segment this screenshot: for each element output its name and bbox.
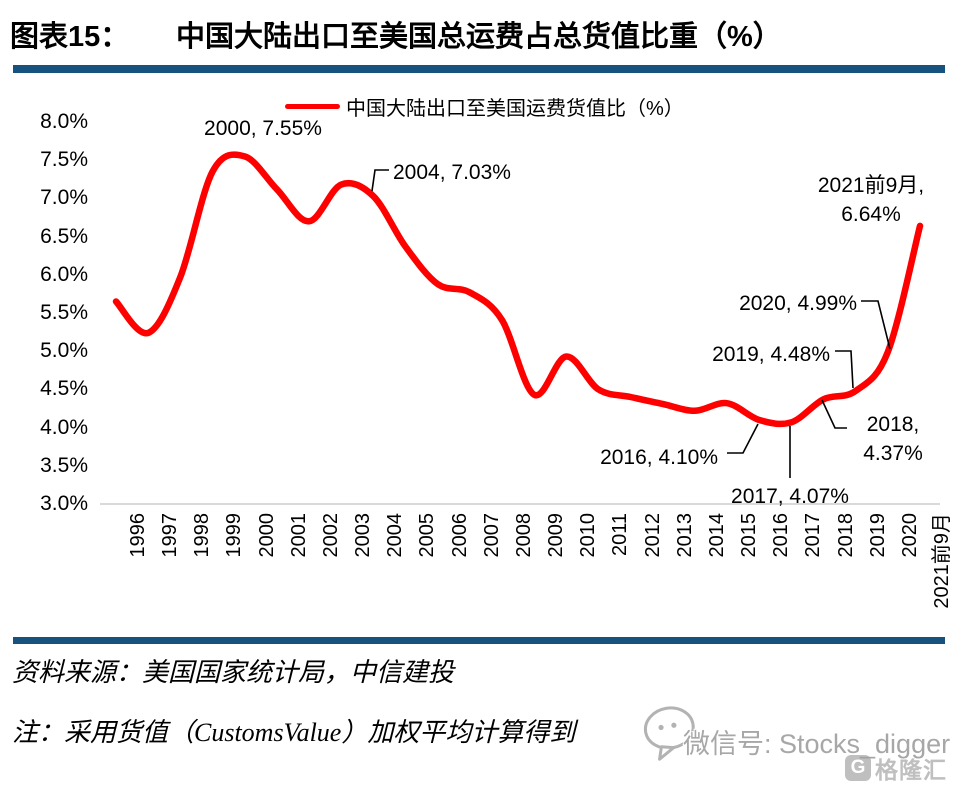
method-note: 注：采用货值（CustomsValue）加权平均计算得到: [12, 718, 576, 747]
header-divider: [13, 65, 945, 73]
x-tick-label: 2006: [448, 513, 471, 558]
annotation-line: 2016, 4.10%: [600, 446, 718, 469]
x-tick-label: 2004: [384, 513, 407, 558]
gelonghui-logo-text: 格隆汇: [875, 757, 947, 783]
y-tick-label: 7.0%: [40, 186, 88, 210]
figure-title: 中国大陆出口至美国总运费占总货值比重（%）: [176, 21, 782, 53]
annotation-2004: 2004, 7.03%: [393, 158, 511, 187]
y-tick-label: 4.0%: [40, 415, 88, 439]
annotation-line: 2000, 7.55%: [204, 117, 322, 140]
x-tick-label: 2007: [480, 513, 503, 558]
y-tick-label: 8.0%: [40, 110, 88, 133]
y-tick-label: 4.5%: [40, 377, 88, 401]
x-tick-label: 2014: [705, 513, 728, 558]
annotation-line: 2018,: [866, 413, 920, 436]
legend-line-swatch: [285, 104, 340, 109]
gelonghui-logo-icon: G: [845, 755, 871, 781]
annotation-line: 2019, 4.48%: [712, 343, 830, 366]
annotation-2019: 2019, 4.48%: [712, 340, 830, 369]
x-tick-label: 2005: [416, 513, 439, 558]
x-tick-label: 2003: [352, 513, 375, 558]
y-tick-label: 3.0%: [40, 492, 88, 515]
x-tick-label: 2013: [673, 513, 696, 558]
x-tick-label: 1998: [191, 513, 214, 558]
annotation-leader-2004: [371, 169, 389, 192]
annotation-2018: 2018, 4.37%: [863, 410, 923, 468]
annotation-line: 2017, 4.07%: [731, 485, 849, 508]
annotation-2020: 2020, 4.99%: [739, 289, 857, 318]
x-tick-label: 1997: [159, 513, 182, 558]
gelonghui-logo: G 格隆汇: [845, 751, 947, 785]
wechat-bubble-icon: [643, 706, 695, 761]
x-tick-label: 2010: [577, 513, 600, 558]
y-tick-label: 5.0%: [40, 339, 88, 363]
x-tick-label: 2016: [770, 513, 793, 558]
x-tick-label: 2017: [802, 513, 825, 558]
x-tick-label: 2008: [512, 513, 535, 558]
wechat-watermark-text: 微信号: Stocks_digger: [683, 729, 951, 759]
annotation-leader-2020: [861, 300, 891, 350]
x-tick-label: 2021前9月: [931, 513, 953, 609]
y-tick-label: 5.5%: [40, 301, 88, 324]
annotation-2000: 2000, 7.55%: [204, 114, 322, 143]
x-tick-label: 1996: [127, 513, 149, 558]
y-tick-label: 6.0%: [40, 262, 88, 286]
footer-divider: [13, 637, 945, 644]
x-tick-label: 2011: [609, 513, 632, 557]
x-tick-label: 1999: [223, 513, 246, 558]
y-tick-label: 3.5%: [40, 453, 88, 477]
x-tick-label: 2018: [834, 513, 857, 558]
x-tick-label: 2002: [319, 513, 342, 558]
figure-label: 图表15：: [10, 21, 130, 53]
x-tick-label: 2020: [898, 513, 921, 558]
annotation-line: 2004, 7.03%: [393, 161, 511, 184]
y-tick-label: 7.5%: [40, 148, 88, 172]
legend-label: 中国大陆出口至美国运费货值比（%）: [346, 98, 684, 120]
annotation-2021前9月: 2021前9月, 6.64%: [818, 171, 924, 229]
annotation-2016: 2016, 4.10%: [600, 443, 718, 472]
annotation-leader-2016: [727, 423, 759, 454]
annotation-line: 2020, 4.99%: [739, 292, 857, 315]
source-note: 资料来源：美国国家统计局，中信建投: [12, 658, 455, 687]
annotation-line: 6.64%: [841, 203, 901, 226]
x-tick-label: 2009: [545, 513, 568, 558]
annotation-leader-2019: [835, 350, 854, 389]
annotation-line: 2021前9月,: [817, 174, 925, 197]
chart-legend: 中国大陆出口至美国运费货值比（%）: [285, 92, 684, 121]
annotation-2017: 2017, 4.07%: [731, 482, 849, 511]
x-tick-label: 2001: [287, 513, 310, 558]
x-tick-label: 2019: [866, 513, 889, 558]
x-tick-label: 2012: [641, 513, 664, 558]
annotation-leader-2018: [821, 399, 847, 429]
x-tick-label: 2000: [255, 513, 278, 558]
annotation-line: 4.37%: [863, 442, 923, 465]
x-tick-label: 2015: [738, 513, 761, 558]
y-tick-label: 6.5%: [40, 224, 88, 248]
